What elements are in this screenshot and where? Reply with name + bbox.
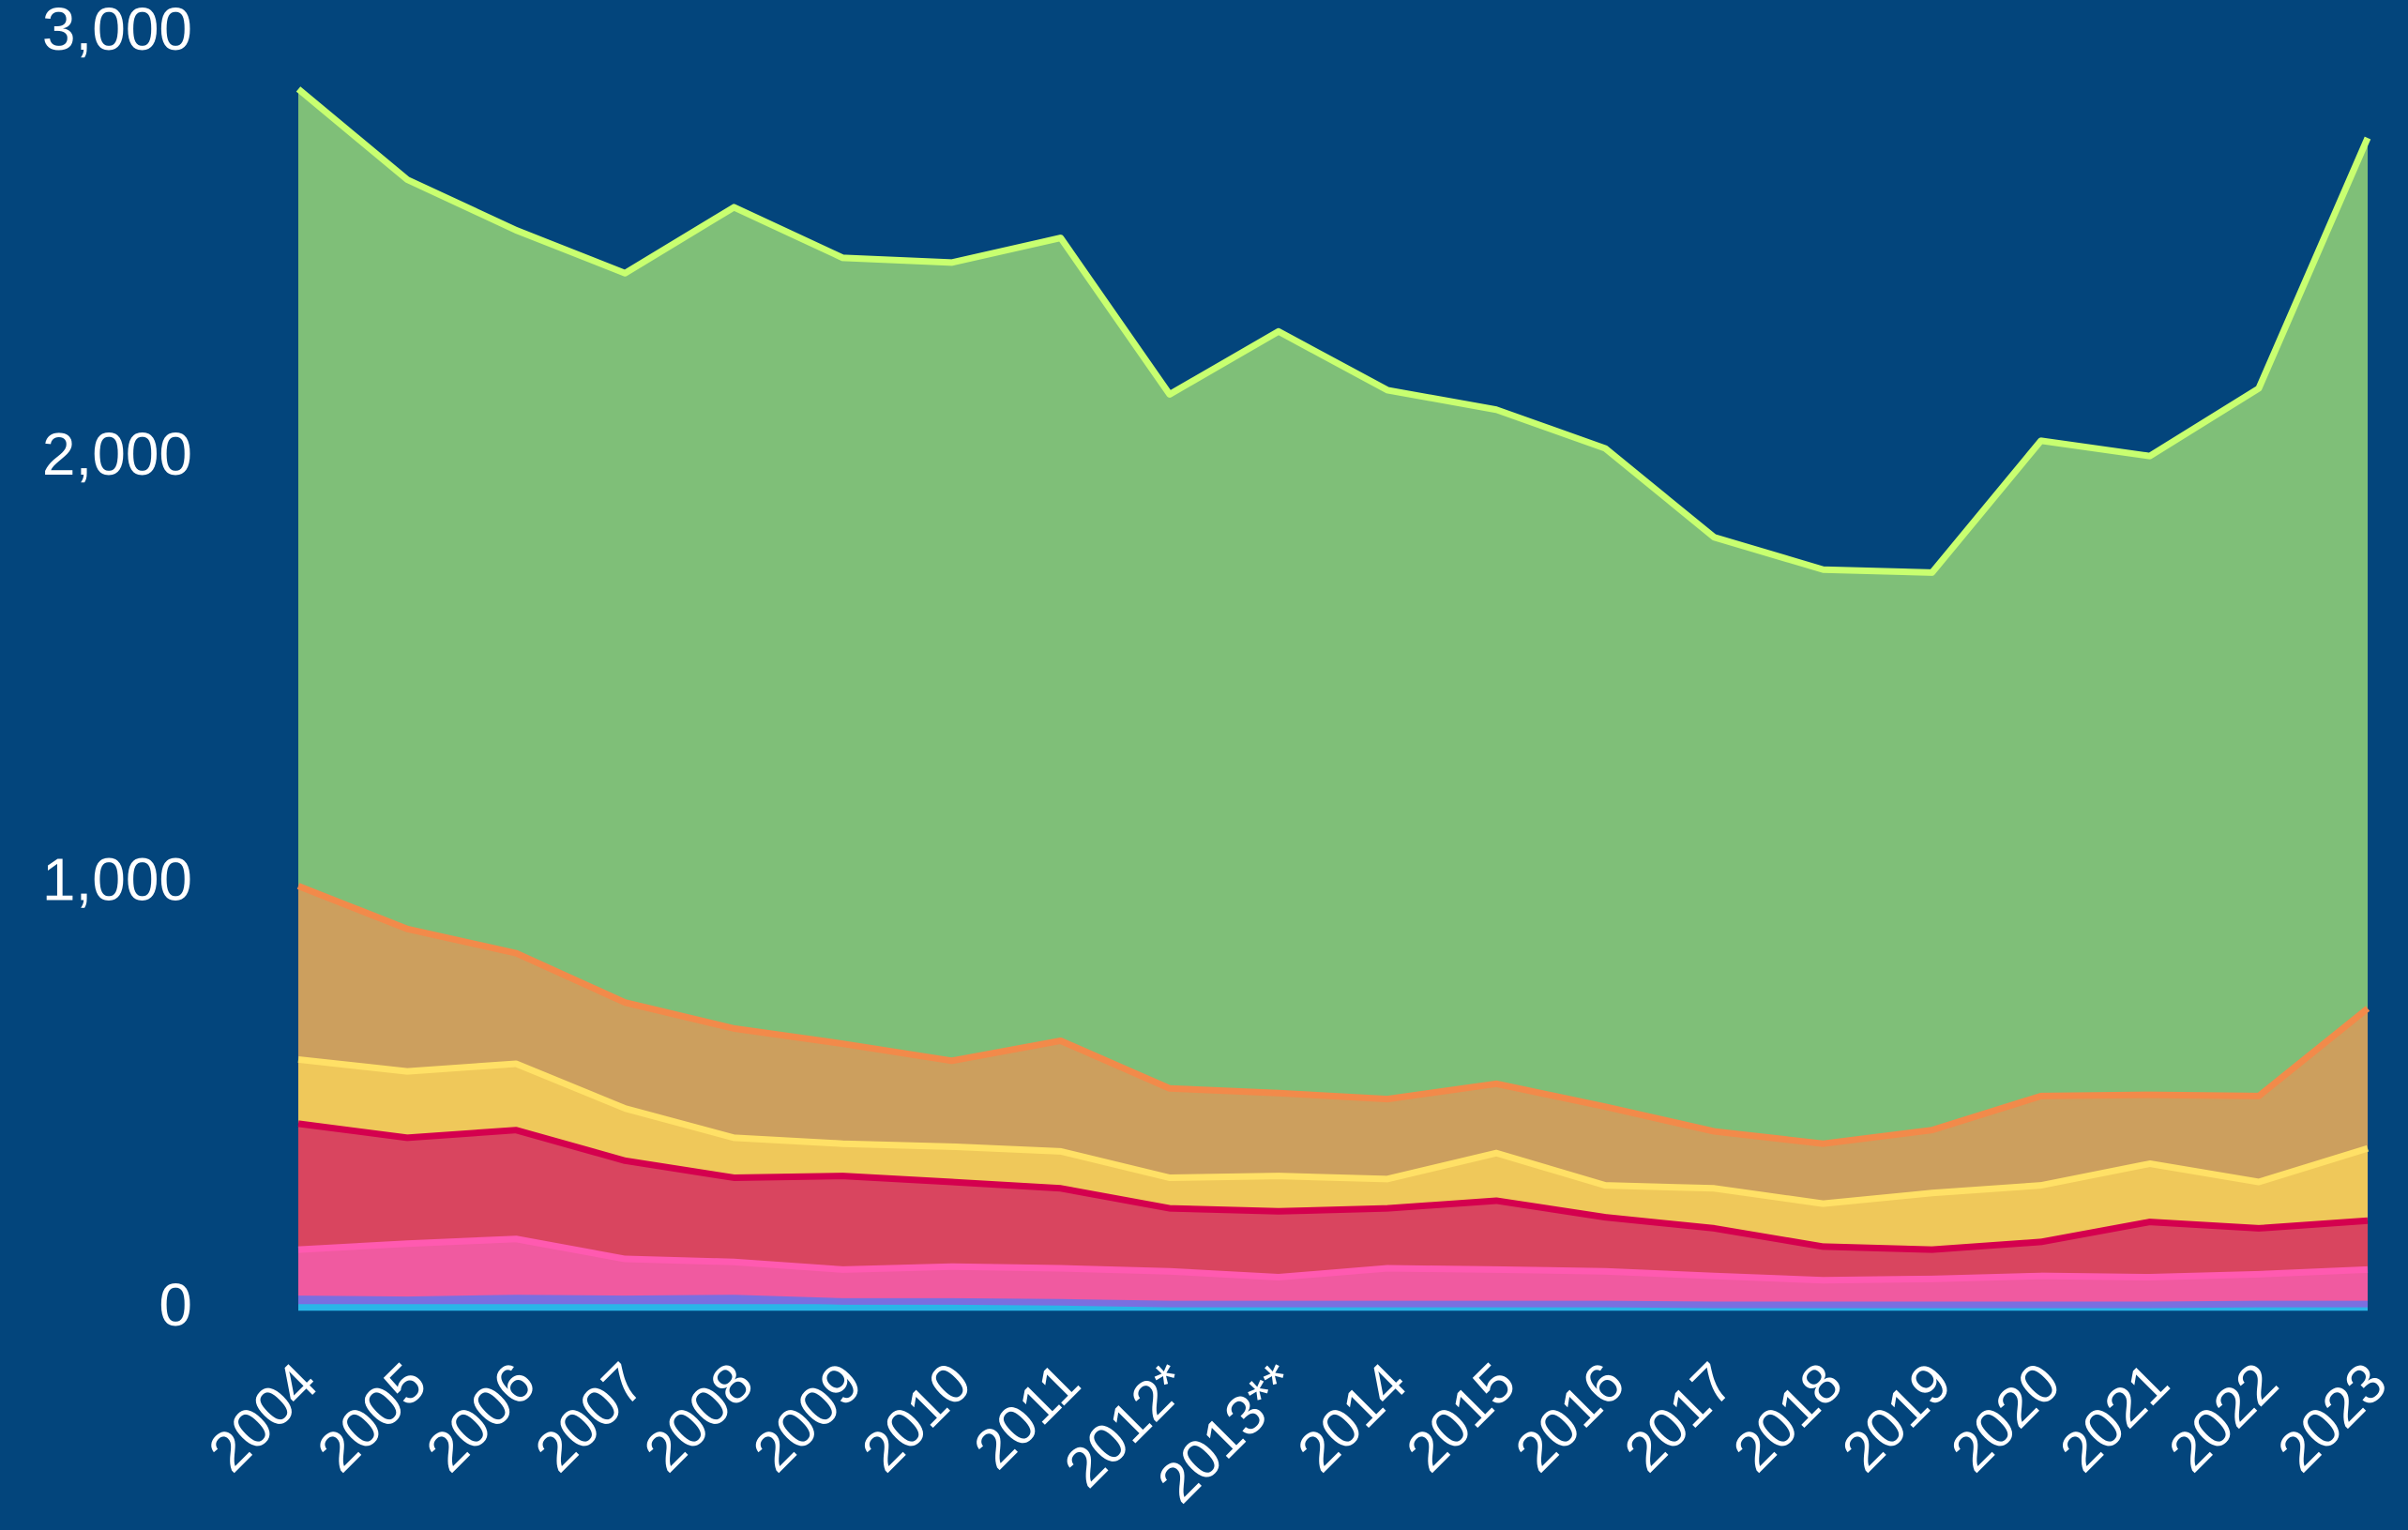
area-line — [297, 1120, 2369, 1253]
area — [298, 886, 2368, 1204]
area-line — [297, 1235, 2369, 1284]
area — [298, 1238, 2368, 1306]
area-line — [296, 883, 2370, 1147]
y-tick-label: 3,000 — [42, 0, 192, 63]
area — [298, 1123, 2368, 1280]
area-line — [295, 86, 2371, 576]
area — [298, 88, 2368, 1144]
y-tick-label: 2,000 — [42, 420, 192, 488]
y-tick-label: 0 — [159, 1271, 192, 1339]
area-line — [297, 1295, 2368, 1309]
y-tick-label: 1,000 — [42, 846, 192, 914]
area-line — [297, 1055, 2370, 1207]
